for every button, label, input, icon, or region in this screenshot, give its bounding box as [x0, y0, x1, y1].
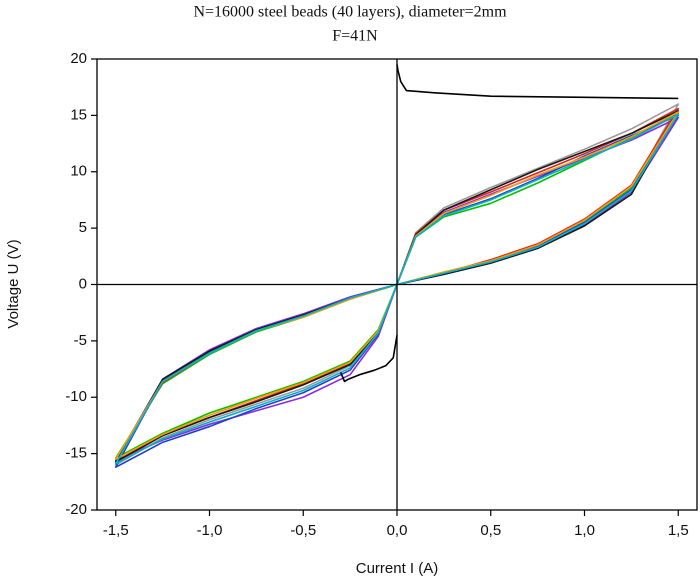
- x-tick-label: -1,5: [103, 522, 129, 539]
- y-tick-label: -5: [74, 332, 87, 349]
- y-tick-label: 15: [70, 106, 87, 123]
- y-tick-label: 10: [70, 163, 87, 180]
- y-tick-label: 20: [70, 50, 87, 67]
- x-axis-label: Current I (A): [356, 560, 439, 577]
- x-tick-label: -1,0: [197, 522, 223, 539]
- x-tick-label: 1,0: [574, 522, 595, 539]
- chart-title: N=16000 steel beads (40 layers), diamete…: [193, 4, 507, 21]
- y-tick-label: 5: [79, 219, 87, 236]
- data-line: [340, 335, 398, 383]
- data-line: [396, 64, 679, 100]
- x-tick-label: -0,5: [290, 522, 316, 539]
- y-tick-label: -10: [65, 388, 87, 405]
- y-axis-label: Voltage U (V): [5, 239, 22, 328]
- y-tick-label: 0: [79, 275, 87, 292]
- chart-subtitle: F=41N: [332, 28, 378, 45]
- x-tick-label: 0,0: [387, 522, 408, 539]
- x-tick-label: 1,5: [668, 522, 689, 539]
- y-tick-label: -15: [65, 445, 87, 462]
- y-tick-label: -20: [65, 501, 87, 518]
- x-tick-label: 0,5: [480, 522, 501, 539]
